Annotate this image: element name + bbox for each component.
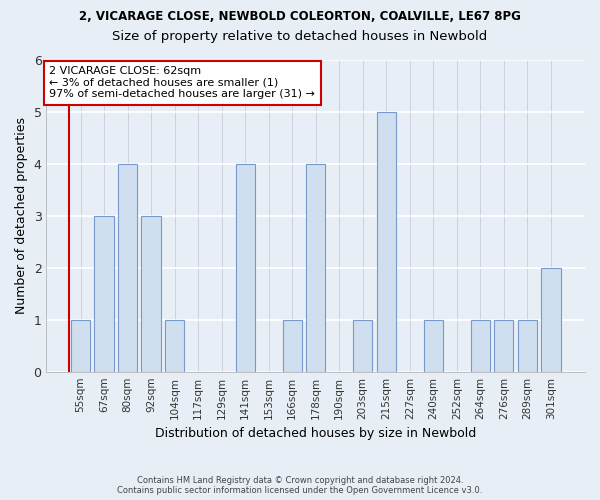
Bar xyxy=(283,320,302,372)
Bar xyxy=(118,164,137,372)
Bar xyxy=(142,216,161,372)
Bar xyxy=(353,320,373,372)
Text: Size of property relative to detached houses in Newbold: Size of property relative to detached ho… xyxy=(112,30,488,43)
Text: Contains HM Land Registry data © Crown copyright and database right 2024.
Contai: Contains HM Land Registry data © Crown c… xyxy=(118,476,482,495)
Bar xyxy=(470,320,490,372)
Bar xyxy=(494,320,514,372)
Bar xyxy=(518,320,537,372)
Y-axis label: Number of detached properties: Number of detached properties xyxy=(15,118,28,314)
Bar xyxy=(165,320,184,372)
Bar xyxy=(424,320,443,372)
X-axis label: Distribution of detached houses by size in Newbold: Distribution of detached houses by size … xyxy=(155,427,476,440)
Bar xyxy=(541,268,560,372)
Text: 2 VICARAGE CLOSE: 62sqm
← 3% of detached houses are smaller (1)
97% of semi-deta: 2 VICARAGE CLOSE: 62sqm ← 3% of detached… xyxy=(49,66,315,100)
Bar xyxy=(71,320,90,372)
Bar xyxy=(377,112,396,372)
Bar xyxy=(306,164,325,372)
Bar xyxy=(236,164,255,372)
Bar xyxy=(94,216,113,372)
Text: 2, VICARAGE CLOSE, NEWBOLD COLEORTON, COALVILLE, LE67 8PG: 2, VICARAGE CLOSE, NEWBOLD COLEORTON, CO… xyxy=(79,10,521,23)
